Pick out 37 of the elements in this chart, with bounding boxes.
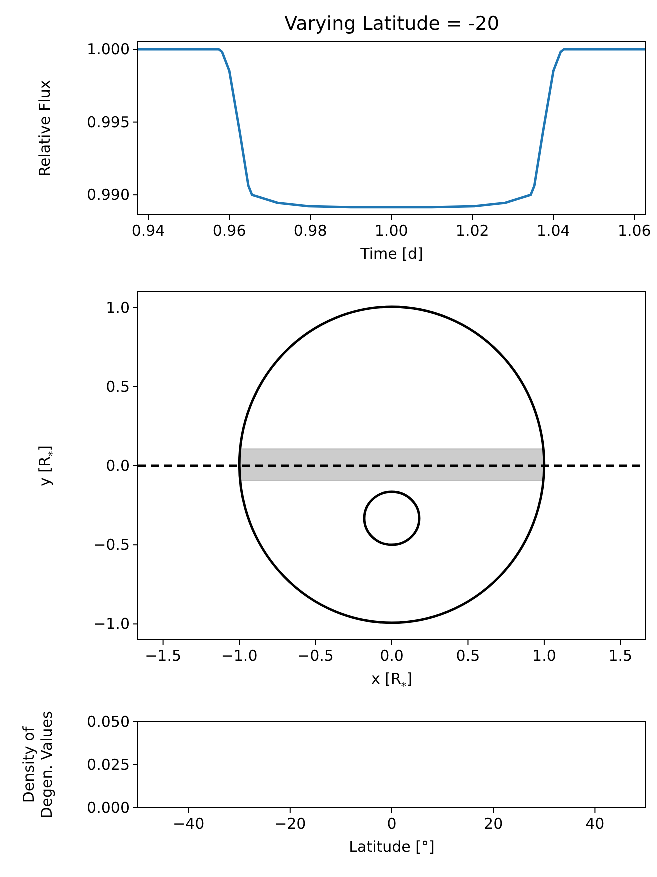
x-tick-label: 1.06 — [618, 222, 652, 240]
y-tick-label: 0.025 — [87, 756, 130, 774]
x-tick-label: 0.5 — [456, 647, 480, 665]
x-axis-title: Time [d] — [360, 245, 424, 263]
y-tick-label: 0.5 — [106, 378, 130, 396]
x-tick-label: −40 — [172, 815, 205, 833]
x-tick-label: 0.98 — [294, 222, 328, 240]
x-tick-label: −20 — [274, 815, 306, 833]
y-tick-label: 0.995 — [87, 113, 130, 132]
line-series — [138, 48, 646, 209]
x-axis-title: x [R$_{*}$] — [371, 670, 413, 693]
y-tick-label: 0.050 — [87, 713, 130, 731]
x-tick-label: 1.5 — [608, 647, 633, 665]
x-tick-label: −0.5 — [298, 647, 334, 665]
x-tick-label: 0.0 — [380, 647, 404, 665]
x-tick-label: 20 — [484, 815, 504, 833]
x-tick-label: 1.00 — [374, 222, 408, 240]
x-tick-label: 0.96 — [212, 222, 246, 240]
y-tick-label: 1.0 — [106, 298, 130, 317]
y-tick-label: 0.000 — [87, 799, 130, 817]
y-tick-label: −0.5 — [94, 536, 130, 554]
x-tick-label: 1.0 — [532, 647, 556, 665]
x-tick-label: 0 — [387, 815, 397, 833]
x-tick-label: 40 — [586, 815, 605, 833]
x-tick-label: 0.94 — [132, 222, 166, 240]
chart-title: Varying Latitude = -20 — [284, 13, 500, 35]
y-tick-label: 1.000 — [87, 40, 130, 59]
y-tick-label: −1.0 — [94, 615, 130, 634]
y-tick-label: 0.990 — [87, 186, 130, 204]
x-tick-label: −1.5 — [145, 647, 182, 665]
x-axis-title: Latitude [°] — [349, 838, 435, 856]
y-tick-label: 0.0 — [106, 457, 130, 475]
y-axis-title: Relative Flux — [36, 80, 54, 177]
x-tick-label: 1.04 — [536, 222, 570, 240]
x-tick-label: −1.0 — [221, 647, 258, 665]
y-axis-title: Density of Degen. Values — [20, 711, 56, 819]
x-tick-label: 1.02 — [456, 222, 490, 240]
